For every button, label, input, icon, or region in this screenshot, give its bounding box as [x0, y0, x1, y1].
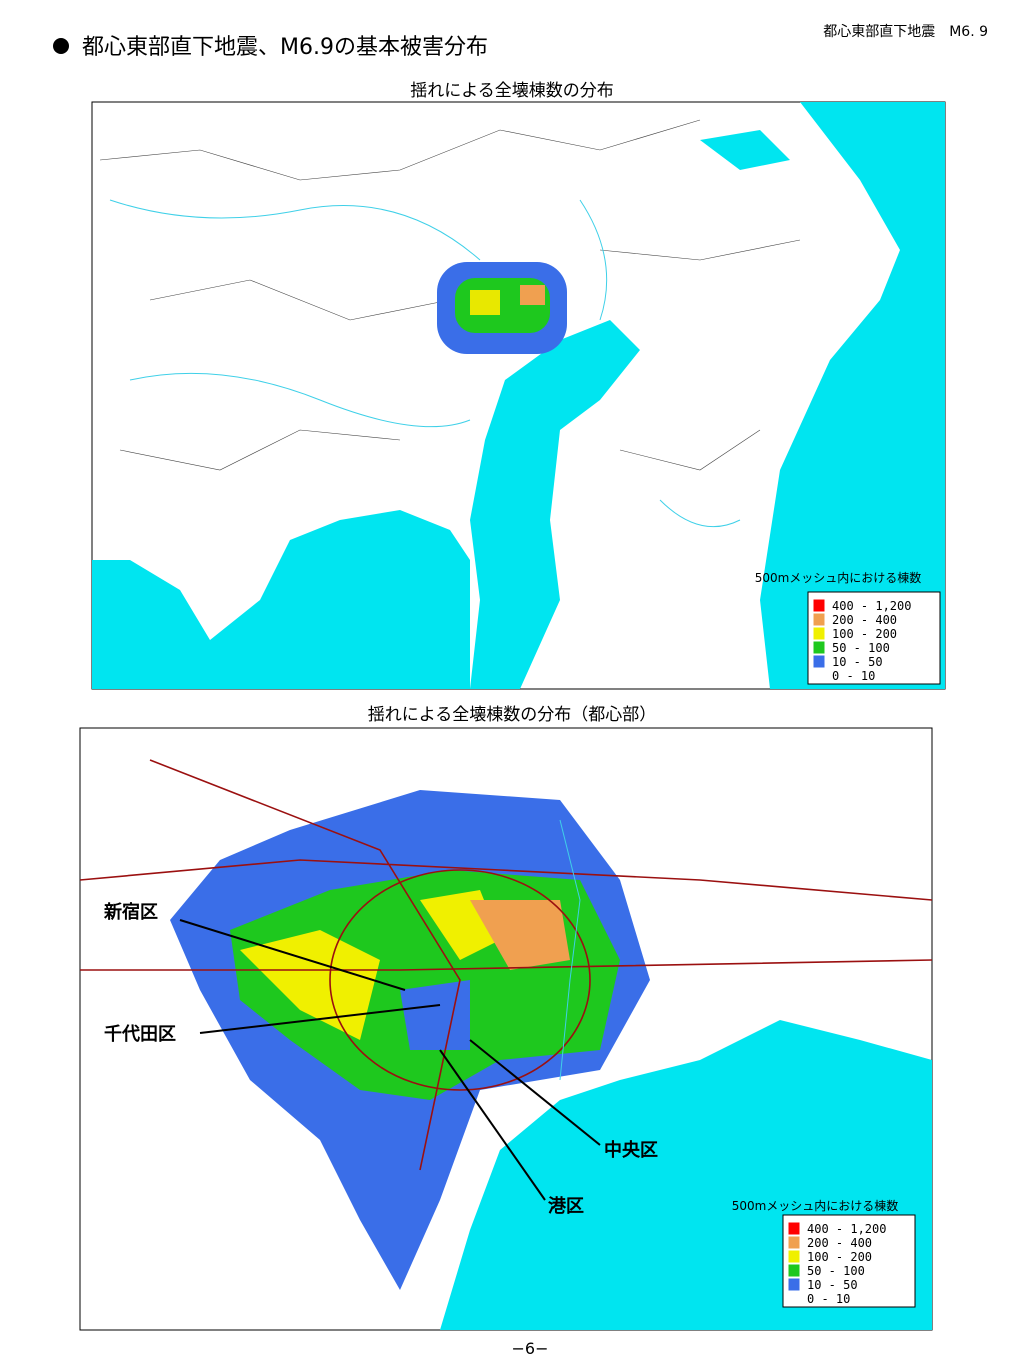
legend-box — [807, 591, 941, 685]
sagami-bay — [92, 510, 470, 689]
map-2: 新宿区 千代田区 中央区 港区 500mメッシュ内における棟数 400 - 1,2… — [79, 727, 933, 1331]
ocean-east — [760, 102, 945, 689]
page-title: 都心東部直下地震、M6.9の基本被害分布 — [82, 35, 488, 60]
legend-label: 100 - 200 — [807, 1250, 872, 1264]
legend-label: 0 - 10 — [832, 669, 875, 683]
map-title: 揺れによる全壊棟数の分布 — [410, 81, 614, 101]
legend-swatch — [813, 613, 825, 626]
legend-swatch — [788, 1250, 800, 1263]
legend-label: 10 - 50 — [807, 1278, 858, 1292]
damage-area — [437, 262, 567, 354]
legend-swatch — [813, 655, 825, 668]
legend-swatch — [813, 641, 825, 654]
ward-label: 新宿区 — [103, 901, 158, 923]
page-number: −6− — [512, 1339, 549, 1358]
legend-swatch — [814, 670, 824, 681]
legend-label: 200 - 400 — [832, 613, 897, 627]
legend-title: 500mメッシュ内における棟数 — [732, 1198, 899, 1213]
legend-swatch — [788, 1264, 800, 1277]
legend-swatch — [813, 627, 825, 640]
legend-swatch — [788, 1222, 800, 1235]
tokyo-bay — [470, 320, 640, 689]
legend-swatch — [813, 599, 825, 612]
legend-label: 50 - 100 — [807, 1264, 865, 1278]
boundaries — [99, 119, 801, 471]
map-title: 揺れによる全壊棟数の分布（都心部） — [368, 705, 657, 725]
sumida-river — [559, 819, 581, 1081]
bullet — [53, 38, 69, 54]
arrows — [179, 919, 601, 1201]
legend-swatch — [788, 1236, 800, 1249]
ward-label: 港区 — [548, 1196, 584, 1217]
legend-swatch — [789, 1293, 799, 1304]
railways — [79, 759, 933, 1171]
legend-label: 200 - 400 — [807, 1236, 872, 1250]
ward-label: 中央区 — [604, 1139, 658, 1161]
legend-label: 400 - 1,200 — [832, 599, 911, 613]
lake — [700, 130, 790, 170]
legend-box — [782, 1214, 916, 1308]
legend-label: 100 - 200 — [832, 627, 897, 641]
legend-title: 500mメッシュ内における棟数 — [755, 570, 922, 585]
ward-label: 千代田区 — [104, 1024, 176, 1045]
damage-area — [170, 790, 650, 1290]
legend-swatch — [788, 1278, 800, 1291]
legend-label: 400 - 1,200 — [807, 1222, 886, 1236]
header-note: 都心東部直下地震 M6. 9 — [823, 24, 988, 40]
legend-label: 10 - 50 — [832, 655, 883, 669]
legend-label: 0 - 10 — [807, 1292, 850, 1306]
rivers — [109, 199, 741, 528]
legend-label: 50 - 100 — [832, 641, 890, 655]
